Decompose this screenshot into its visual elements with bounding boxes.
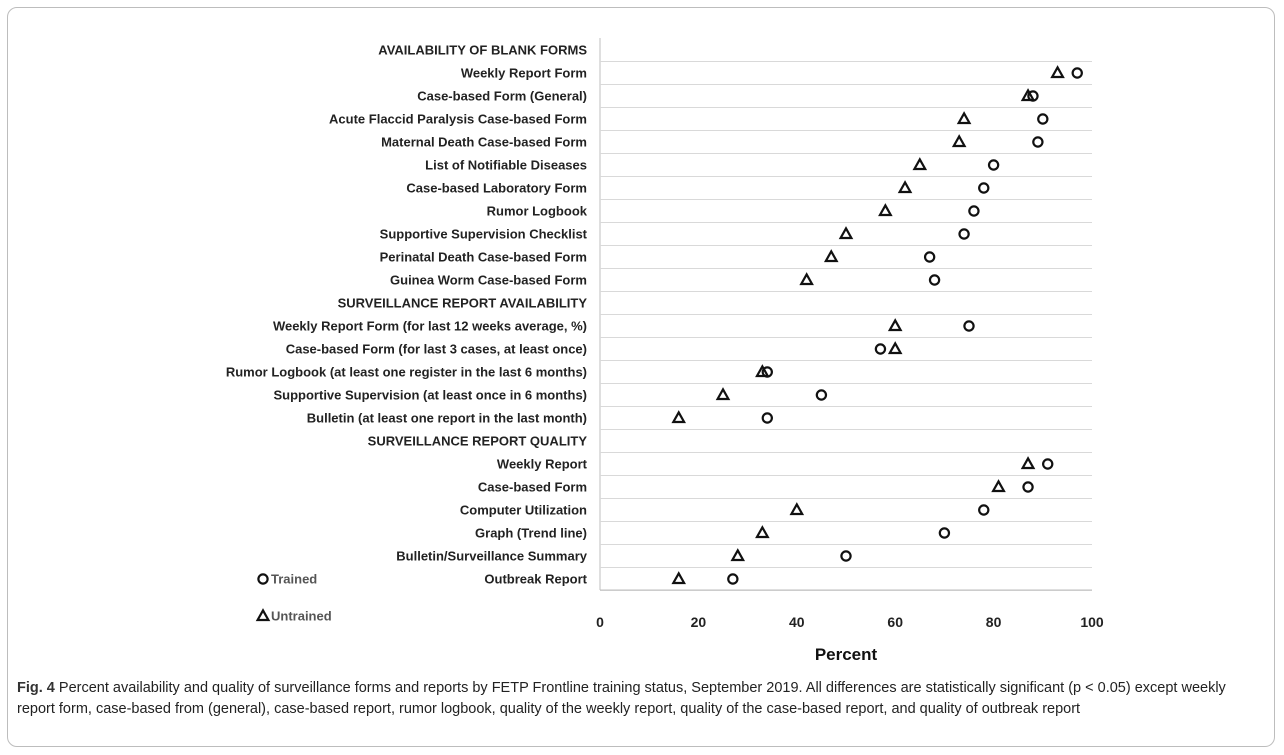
x-tick-label: 80: [986, 614, 1002, 630]
untrained-point: [838, 226, 854, 240]
caption-label: Fig. 4: [17, 680, 55, 696]
x-axis-title: Percent: [815, 645, 878, 664]
untrained-point: [789, 502, 805, 516]
category-label: SURVEILLANCE REPORT QUALITY: [368, 434, 588, 449]
untrained-point: [671, 571, 687, 585]
trained-point: [874, 343, 887, 355]
legend-untrained-label: Untrained: [271, 609, 332, 624]
x-tick-labels: 0 20 40 60 80 100: [596, 614, 1104, 630]
x-tick-label: 40: [789, 614, 805, 630]
untrained-point: [878, 203, 893, 217]
trained-point: [968, 205, 980, 217]
category-label: Computer Utilization: [460, 503, 587, 518]
x-tick-label: 20: [691, 614, 707, 630]
category-label: Perinatal Death Case-based Form: [380, 250, 587, 265]
category-label: Guinea Worm Case-based Form: [390, 273, 587, 288]
untrained-point: [887, 341, 903, 355]
data-points: [671, 65, 1083, 585]
untrained-point: [755, 364, 770, 378]
trained-point: [1071, 67, 1083, 79]
legend-trained-marker: [257, 573, 269, 585]
untrained-point: [671, 410, 687, 424]
category-label: Bulletin/Surveillance Summary: [396, 549, 588, 564]
untrained-point: [951, 134, 967, 148]
dot-plot-chart: AVAILABILITY OF BLANK FORMS Weekly Report…: [226, 38, 1104, 664]
category-label: SURVEILLANCE REPORT AVAILABILITY: [338, 296, 588, 311]
trained-point: [1022, 481, 1034, 493]
category-label: Rumor Logbook: [487, 204, 588, 219]
trained-point: [815, 389, 828, 401]
untrained-point: [715, 387, 731, 401]
trained-point: [761, 412, 773, 424]
untrained-point: [1050, 65, 1065, 79]
legend-trained-label: Trained: [271, 572, 317, 587]
trained-point: [987, 159, 1000, 171]
x-tick-label: 100: [1080, 614, 1104, 630]
untrained-point: [755, 525, 770, 539]
trained-point: [1042, 458, 1054, 470]
category-label: Supportive Supervision Checklist: [380, 227, 588, 242]
category-label: Bulletin (at least one report in the las…: [307, 411, 587, 426]
caption-text: Percent availability and quality of surv…: [17, 680, 1226, 717]
trained-point: [923, 251, 936, 263]
legend-untrained-marker: [255, 608, 271, 622]
trained-point: [978, 504, 990, 516]
trained-point: [1037, 113, 1049, 125]
x-tick-label: 60: [887, 614, 903, 630]
category-label: Weekly Report: [497, 457, 588, 472]
trained-point: [928, 274, 941, 286]
trained-point: [1032, 136, 1044, 148]
untrained-point: [991, 479, 1006, 493]
category-label: Case-based Laboratory Form: [406, 181, 587, 196]
category-label: Supportive Supervision (at least once in…: [274, 388, 588, 403]
category-label: Graph (Trend line): [475, 526, 587, 541]
untrained-point: [823, 249, 839, 263]
category-label: Case-based Form (for last 3 cases, at le…: [286, 342, 587, 357]
category-label: List of Notifiable Diseases: [425, 158, 587, 173]
untrained-point: [956, 111, 972, 125]
untrained-point: [897, 180, 913, 194]
trained-point: [963, 320, 975, 332]
category-label: AVAILABILITY OF BLANK FORMS: [378, 43, 587, 58]
trained-point: [958, 228, 970, 240]
category-label: Maternal Death Case-based Form: [381, 135, 587, 150]
untrained-point: [1020, 88, 1036, 102]
trained-point: [840, 550, 852, 562]
category-label: Rumor Logbook (at least one register in …: [226, 365, 587, 380]
untrained-point: [912, 157, 928, 171]
untrained-point: [730, 548, 746, 562]
grid-lines: [599, 38, 1092, 591]
category-label: Weekly Report Form: [461, 66, 587, 81]
untrained-point: [887, 318, 903, 332]
trained-point: [727, 573, 739, 585]
category-label: Outbreak Report: [484, 572, 587, 587]
category-label: Case-based Form (General): [417, 89, 587, 104]
trained-point: [978, 182, 990, 194]
untrained-point: [1020, 456, 1036, 470]
category-labels: AVAILABILITY OF BLANK FORMS Weekly Report…: [226, 43, 588, 587]
trained-point: [938, 527, 951, 539]
figure-caption: Fig. 4 Percent availability and quality …: [17, 678, 1267, 720]
untrained-point: [799, 272, 814, 286]
category-label: Acute Flaccid Paralysis Case-based Form: [329, 112, 587, 127]
category-label: Weekly Report Form (for last 12 weeks av…: [273, 319, 587, 334]
category-label: Case-based Form: [478, 480, 587, 495]
legend: Trained Untrained: [255, 572, 332, 624]
x-tick-label: 0: [596, 614, 604, 630]
figure-frame: [7, 7, 1275, 747]
